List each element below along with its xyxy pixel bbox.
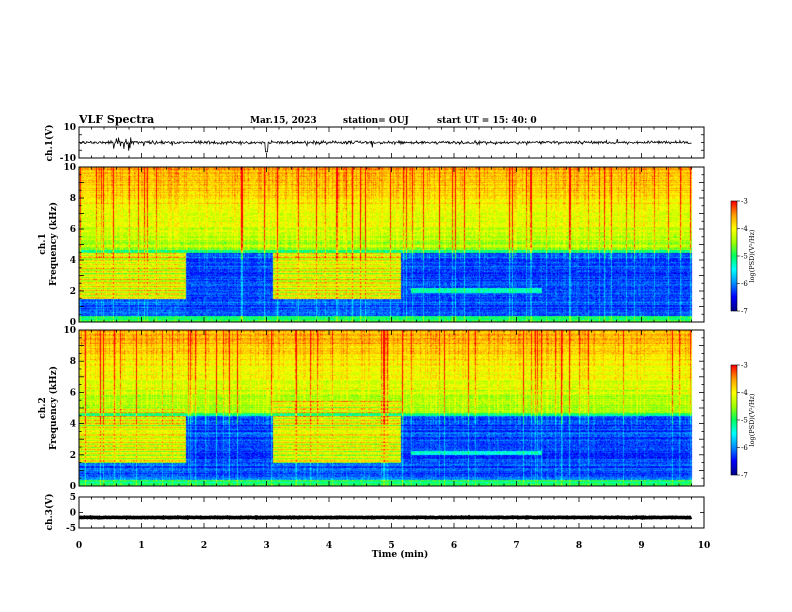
ch1-ytick-label: 8 (70, 194, 76, 204)
colorbar-tick-label: -6 (741, 280, 748, 288)
date-label: Mar.15, 2023 (250, 116, 317, 126)
colorbar-tick-label: -4 (741, 389, 748, 397)
ch1-spectrogram-ylabel-channel: ch.1 (38, 233, 48, 254)
ch3-waveform-ytick-label: 0 (70, 509, 76, 519)
ch2-ytick-label: 10 (63, 326, 76, 336)
station-label: station= OUJ (343, 116, 409, 126)
ch2-colorbar (731, 365, 737, 475)
ch1-waveform-trace (78, 137, 692, 153)
colorbar-tick-label: -6 (741, 444, 748, 452)
x-tick-label: 10 (698, 541, 711, 551)
start-time-label: start UT = 15: 40: 0 (437, 116, 537, 126)
colorbar-tick-label: -3 (741, 362, 748, 370)
ch3-waveform-ytick-label: -5 (66, 524, 76, 534)
x-tick-label: 3 (263, 541, 269, 551)
x-tick-label: 8 (576, 541, 582, 551)
colorbar-tick-label: -5 (741, 253, 748, 261)
colorbar-label: log(PSD)(V²/Hz) (748, 229, 756, 282)
x-tick-label: 6 (451, 541, 457, 551)
ch2-ytick-label: 8 (70, 357, 76, 367)
x-axis-label: Time (min) (372, 549, 429, 560)
colorbar-tick-label: -3 (741, 198, 748, 206)
colorbar-tick-label: -5 (741, 417, 748, 425)
x-tick-label: 1 (138, 541, 144, 551)
ch1-colorbar (731, 201, 737, 311)
ch1-spectrogram-image (79, 167, 704, 322)
ch1-ytick-label: 0 (70, 318, 76, 328)
ch1-ytick-label: 4 (70, 256, 76, 266)
x-tick-label: 0 (76, 541, 82, 551)
ch2-spectrogram-ylabel-frequency: Frequency (kHz) (48, 366, 59, 450)
x-tick-label: 5 (388, 541, 394, 551)
x-tick-label: 7 (513, 541, 519, 551)
colorbar-tick-label: -7 (741, 308, 748, 316)
colorbar-tick-label: -7 (741, 472, 748, 480)
x-tick-label: 4 (326, 541, 332, 551)
ch1-ytick-label: 6 (70, 225, 76, 235)
ch1-ytick-label: 2 (70, 287, 76, 297)
ch1-waveform-ytick-label: -10 (60, 154, 76, 164)
ch1-ytick-label: 10 (63, 163, 76, 173)
ch2-spectrogram-ylabel-channel: ch.2 (38, 397, 48, 418)
ch1-waveform-ylabel: ch.1(V) (44, 125, 55, 162)
colorbar-tick-label: -4 (741, 225, 748, 233)
ch2-ytick-label: 6 (70, 388, 76, 398)
ch2-ytick-label: 2 (70, 451, 76, 461)
figure-title: VLF Spectra (78, 113, 154, 126)
ch2-spectrogram-image (79, 330, 704, 486)
ch3-waveform-trace (78, 514, 693, 521)
ch2-ytick-label: 0 (70, 482, 76, 492)
x-tick-label: 2 (201, 541, 207, 551)
ch1-waveform-ytick-label: 10 (63, 123, 76, 133)
ch3-waveform-ylabel: ch.3(V) (44, 494, 55, 531)
ch2-ytick-label: 4 (70, 420, 76, 430)
ch1-spectrogram-ylabel-frequency: Frequency (kHz) (48, 202, 59, 286)
colorbar-label: log(PSD)(V²/Hz) (748, 393, 756, 446)
ch3-waveform-ytick-label: 5 (70, 493, 76, 503)
x-tick-label: 9 (638, 541, 644, 551)
